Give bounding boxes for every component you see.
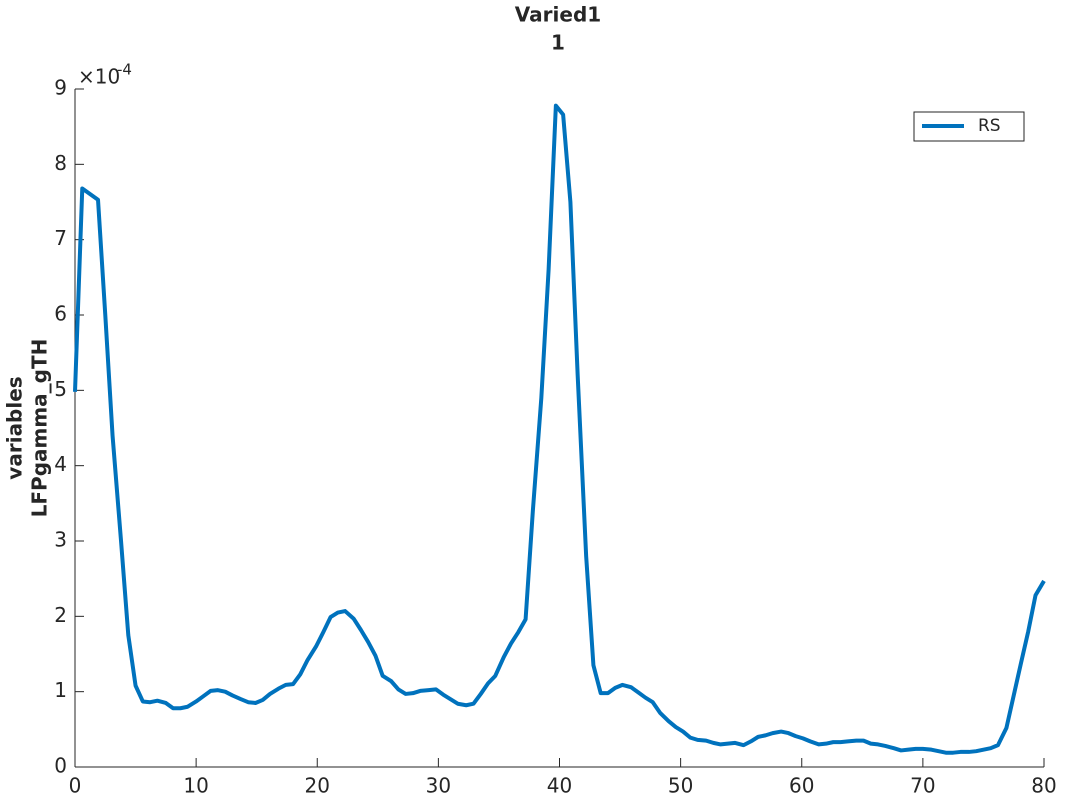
y-axis-label: LFPgamma_gTH	[28, 339, 52, 518]
data-line	[73, 103, 1046, 755]
x-tick-label: 60	[789, 774, 814, 798]
legend-label: RS	[978, 116, 1001, 136]
x-tick-label: 50	[668, 774, 693, 798]
y-tick-label: 0	[54, 754, 67, 778]
x-tick-label: 0	[69, 774, 82, 798]
y-tick-label: 2	[54, 603, 67, 627]
x-tick-label: 70	[910, 774, 935, 798]
y-multiplier-exponent: -4	[117, 61, 132, 79]
y-tick-label: 1	[54, 678, 67, 702]
y-tick-label: 8	[54, 151, 67, 175]
y-tick-label: 4	[54, 452, 67, 476]
y-tick-label: 9	[54, 76, 67, 100]
y-tick-label: 7	[54, 226, 67, 250]
y-multiplier: ×10	[78, 65, 120, 89]
x-tick-label: 10	[183, 774, 208, 798]
y-axis-label: variables	[3, 376, 27, 479]
y-tick-label: 6	[54, 302, 67, 326]
chart-subtitle: 1	[551, 31, 565, 55]
x-tick-label: 20	[305, 774, 330, 798]
chart-title: Varied1	[515, 3, 601, 27]
x-tick-label: 30	[426, 774, 451, 798]
y-tick-label: 5	[54, 377, 67, 401]
x-tick-label: 40	[547, 774, 572, 798]
x-tick-label: 80	[1031, 774, 1056, 798]
y-tick-label: 3	[54, 528, 67, 552]
